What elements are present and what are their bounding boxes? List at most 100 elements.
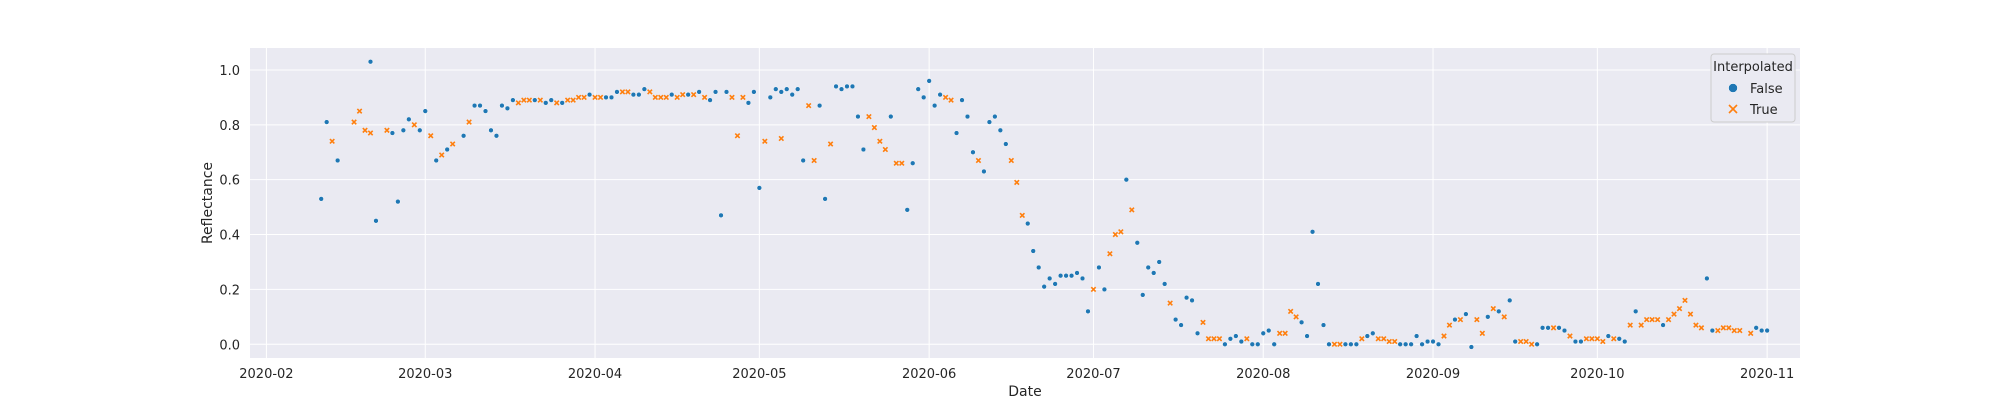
data-point-false [931, 102, 938, 109]
data-point-false [921, 94, 927, 101]
data-point-false [1315, 281, 1321, 287]
data-point-true [1331, 341, 1338, 348]
data-point-true [1441, 333, 1447, 339]
data-point-true [1501, 314, 1508, 320]
data-point-true [647, 89, 653, 95]
data-point-false [849, 83, 856, 90]
data-point-true [570, 97, 576, 103]
data-point-true [701, 94, 708, 101]
data-point-true [729, 94, 735, 101]
data-point-true [899, 160, 905, 166]
data-point-true [1359, 336, 1365, 342]
data-point-true [877, 138, 883, 145]
data-point-true [893, 160, 900, 166]
data-point-false [1162, 281, 1168, 287]
data-point-false [767, 94, 773, 101]
data-point-false [389, 130, 396, 136]
data-point-false [685, 91, 691, 98]
legend-marker-x [1728, 104, 1738, 114]
data-point-true [1676, 305, 1683, 312]
data-point-false [586, 91, 593, 98]
data-point-false [822, 196, 828, 202]
data-point-false [1079, 275, 1086, 282]
data-point-false [1408, 341, 1414, 347]
data-point-true [1649, 316, 1655, 323]
data-point-false [1572, 338, 1579, 345]
y-axis-label: Reflectance [200, 162, 216, 244]
data-point-false [1096, 264, 1102, 271]
data-point-false [789, 91, 795, 98]
legend-title: Interpolated [1713, 60, 1793, 75]
data-point-true [1583, 336, 1590, 342]
data-point-true [1211, 336, 1217, 342]
data-point-false [1194, 330, 1201, 336]
y-tick-label: 0.4 [219, 229, 240, 244]
data-point-false [1298, 319, 1305, 325]
data-point-true [942, 94, 949, 101]
data-point-false [800, 157, 806, 164]
data-point-false [860, 146, 867, 153]
data-point-false [784, 86, 790, 92]
data-point-false [1052, 281, 1058, 287]
tick-labels: 0.0 0.2 0.4 0.6 0.8 1.0 2020-02 2020-03 2020-04 2… [219, 64, 1794, 382]
x-tick-label: 2020-08 [1236, 367, 1290, 382]
data-point-false [488, 127, 494, 133]
x-tick-label: 2020-05 [732, 367, 786, 382]
data-point-true [1386, 338, 1392, 345]
data-point-false [1419, 341, 1425, 347]
data-point-false [937, 91, 943, 98]
data-point-false [406, 116, 412, 122]
data-point-false [1353, 341, 1360, 347]
data-point-true [658, 94, 664, 101]
data-point-false [904, 207, 910, 213]
data-point-false [1370, 330, 1376, 336]
data-point-true [1687, 311, 1694, 317]
data-point-true [1693, 322, 1699, 328]
data-points [318, 59, 1770, 350]
data-point-true [740, 94, 746, 101]
data-point-false [1320, 322, 1327, 328]
data-point-false [1660, 322, 1666, 328]
data-point-true [948, 97, 954, 103]
data-point-true [882, 146, 889, 153]
data-point-false [504, 105, 511, 112]
data-point-false [532, 97, 538, 103]
data-point-false [1123, 177, 1129, 183]
data-point-false [959, 97, 965, 103]
data-point-true [1594, 336, 1601, 342]
data-point-false [318, 196, 324, 202]
data-point-false [1764, 327, 1770, 334]
data-point-false [1041, 284, 1047, 290]
data-point-false [559, 100, 565, 106]
data-point-false [1025, 220, 1031, 227]
data-point-true [1671, 311, 1677, 317]
data-point-false [471, 102, 478, 109]
data-point-true [1216, 336, 1223, 342]
x-tick-label: 2020-06 [902, 367, 956, 382]
data-point-false [1496, 308, 1502, 315]
data-point-false [1485, 314, 1491, 320]
data-point-true [521, 97, 527, 103]
data-point-true [466, 119, 472, 125]
x-tick-label: 2020-09 [1406, 367, 1460, 382]
data-point-false [1605, 333, 1611, 339]
data-point-true [581, 94, 587, 101]
data-point-false [915, 86, 921, 92]
data-point-false [1507, 297, 1513, 304]
y-tick-label: 0.8 [219, 119, 240, 134]
data-point-false [1249, 341, 1255, 347]
data-point-false [1561, 327, 1568, 334]
data-point-false [1271, 341, 1277, 347]
data-point-false [1057, 273, 1064, 279]
data-point-true [1567, 333, 1573, 339]
data-point-false [723, 89, 730, 95]
data-point-false [1430, 338, 1436, 345]
data-point-true [384, 127, 390, 134]
data-point-false [992, 113, 998, 120]
data-point-true [1457, 316, 1464, 323]
data-point-false [1709, 327, 1716, 334]
data-point-false [888, 113, 894, 120]
data-point-false [630, 91, 637, 98]
data-point-false [1255, 341, 1261, 347]
